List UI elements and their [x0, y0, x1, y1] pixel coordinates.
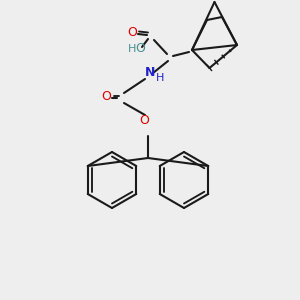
Text: O: O — [139, 113, 149, 127]
Text: H: H — [128, 44, 136, 54]
Text: H: H — [156, 73, 164, 83]
Text: O: O — [101, 89, 111, 103]
Text: N: N — [145, 67, 155, 80]
Text: O: O — [135, 43, 145, 56]
Text: O: O — [127, 26, 137, 40]
